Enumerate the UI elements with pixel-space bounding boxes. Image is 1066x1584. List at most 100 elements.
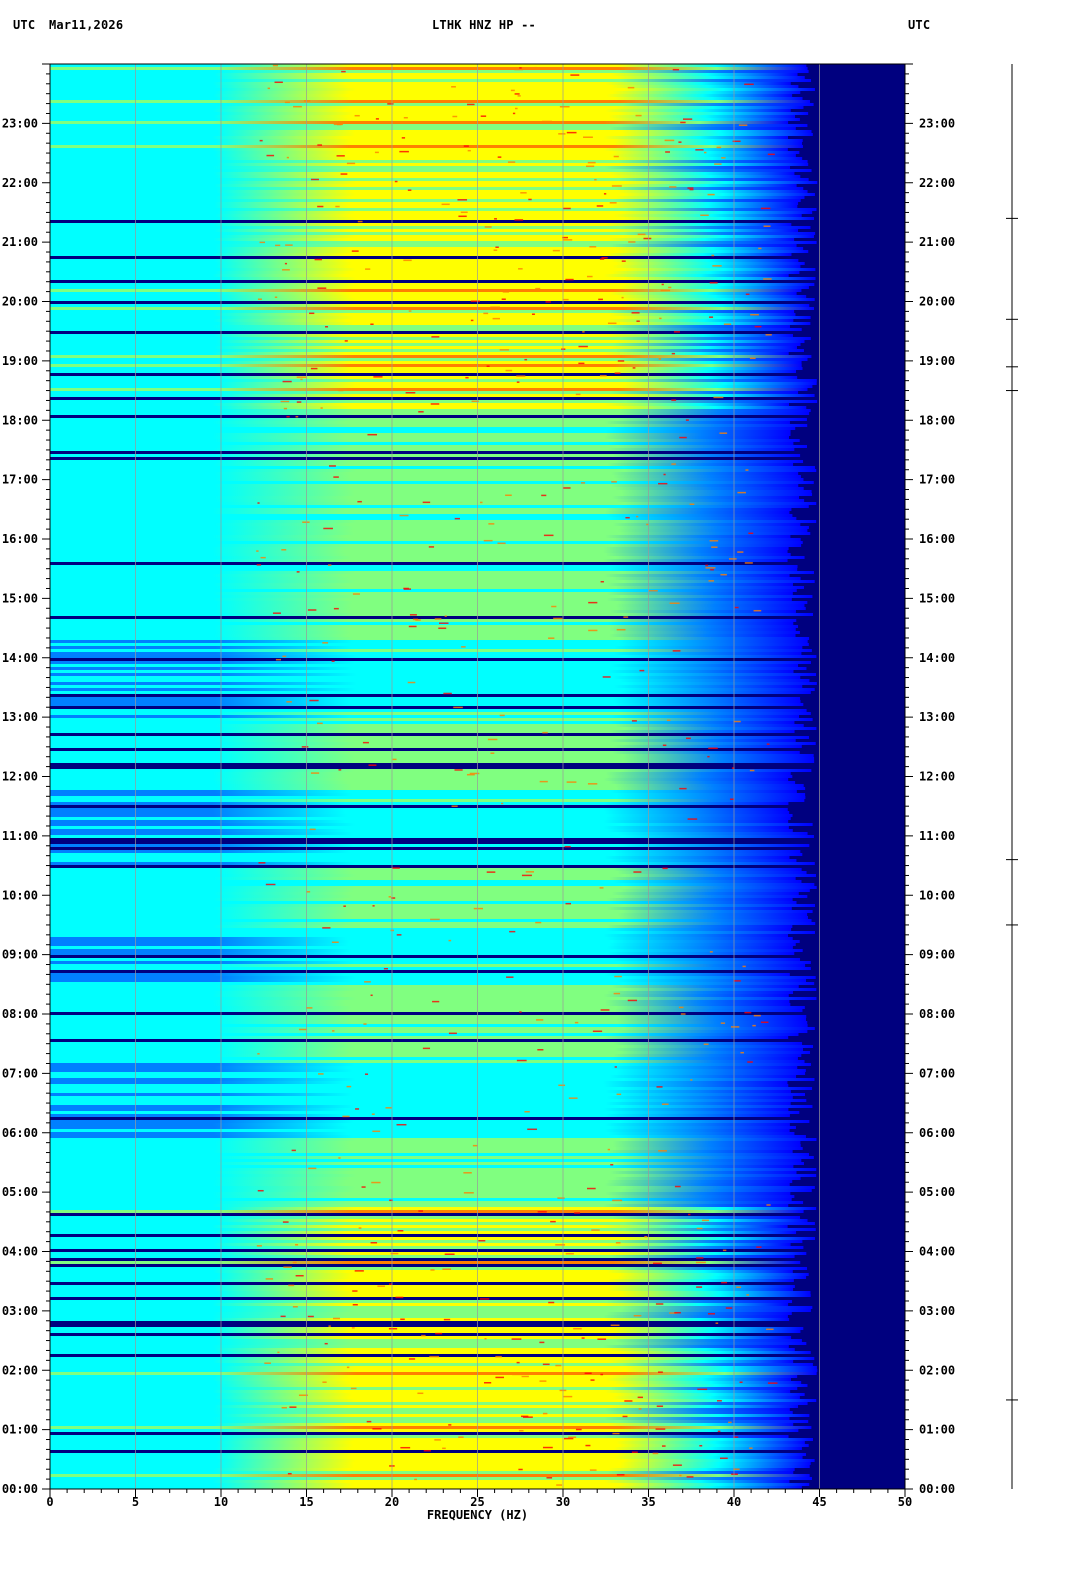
spectrogram-row (50, 406, 807, 409)
spectrogram-speckle (383, 967, 388, 970)
spectrogram-speckle (418, 411, 424, 413)
spectrogram-speckle (256, 564, 262, 566)
spectrogram-speckle (733, 720, 741, 723)
spectrogram-speckle (756, 1246, 762, 1248)
spectrogram-speckle (454, 517, 460, 520)
spectrogram-row (50, 661, 811, 664)
spectrogram-speckle (370, 323, 374, 325)
spectrogram-row (50, 409, 811, 412)
spectrogram-row (50, 94, 793, 97)
spectrogram-row (50, 1270, 793, 1273)
spectrogram-speckle (501, 802, 504, 805)
spectrogram-row (50, 655, 817, 658)
spectrogram-speckle (272, 612, 281, 614)
spectrogram-speckle (400, 1446, 411, 1449)
spectrogram-row (50, 469, 817, 472)
spectrogram-speckle (346, 1085, 352, 1088)
spectrogram-speckle (614, 372, 621, 374)
spectrogram-speckle (763, 225, 771, 227)
spectrogram-row (50, 1381, 802, 1384)
spectrogram-speckle (438, 627, 447, 630)
y-tick-label-right: 09:00 (919, 948, 955, 962)
spectrogram-row (50, 712, 811, 715)
spectrogram-row (50, 895, 808, 898)
spectrogram-row (50, 67, 808, 70)
spectrogram-speckle (558, 133, 566, 135)
spectrogram-speckle (709, 316, 714, 318)
spectrogram-speckle (470, 300, 480, 302)
spectrogram-row (50, 787, 806, 790)
spectrogram-row (50, 913, 808, 916)
spectrogram-speckle (661, 1103, 669, 1105)
spectrogram-row (50, 1009, 803, 1012)
spectrogram-speckle (524, 358, 528, 361)
spectrogram-row (50, 886, 817, 889)
spectrogram-speckle (466, 773, 475, 776)
spectrogram-row (50, 946, 793, 949)
spectrogram-speckle (733, 1468, 740, 1470)
spectrogram-speckle (708, 580, 715, 582)
spectrogram-row (50, 814, 793, 817)
spectrogram-speckle (370, 994, 373, 997)
spectrogram-speckle (633, 1314, 642, 1317)
spectrogram-row (50, 1420, 809, 1423)
spectrogram-speckle (275, 658, 281, 661)
spectrogram-row (50, 1447, 802, 1450)
spectrogram-row (50, 904, 816, 907)
spectrogram-row (50, 145, 803, 148)
spectrogram-speckle (352, 1290, 358, 1292)
spectrogram-speckle (280, 1315, 286, 1318)
spectrogram-speckle (387, 103, 394, 105)
spectrogram-speckle (628, 241, 636, 243)
spectrogram-speckle (346, 162, 356, 165)
spectrogram-row (50, 307, 815, 310)
spectrogram-speckle (486, 871, 496, 873)
spectrogram-speckle (531, 313, 535, 315)
y-tick-label-left: 22:00 (2, 176, 38, 190)
spectrogram-row (50, 292, 797, 295)
spectrogram-speckle (286, 415, 290, 418)
spectrogram-speckle (708, 747, 718, 750)
spectrogram-row (50, 1159, 802, 1162)
spectrogram-speckle (655, 1428, 666, 1430)
spectrogram-speckle (669, 186, 677, 188)
spectrogram-row (50, 1330, 801, 1333)
spectrogram-row (50, 679, 810, 682)
spectrogram-row (50, 1222, 815, 1225)
spectrogram-row (50, 631, 800, 634)
spectrogram-speckle (524, 1110, 530, 1113)
spectrogram-speckle (558, 1084, 566, 1087)
spectrogram-speckle (480, 501, 483, 504)
spectrogram-row (50, 1408, 790, 1411)
spectrogram-speckle (542, 1363, 550, 1366)
spectrogram-speckle (752, 1024, 756, 1027)
spectrogram-row (50, 64, 807, 67)
spectrogram-row (50, 1141, 801, 1144)
spectrogram-row (50, 622, 794, 625)
spectrogram-row (50, 1426, 812, 1429)
spectrogram-row (50, 604, 805, 607)
spectrogram-row (50, 751, 800, 754)
spectrogram-row (50, 181, 818, 184)
spectrogram-speckle (322, 927, 331, 929)
spectrogram-speckle (711, 254, 715, 257)
spectrogram-row (50, 193, 815, 196)
y-tick-label-left: 09:00 (2, 948, 38, 962)
spectrogram-speckle (483, 1382, 492, 1384)
spectrogram-speckle (631, 720, 637, 722)
spectrogram-speckle (564, 845, 571, 848)
spectrogram-speckle (767, 153, 775, 156)
spectrogram-row (50, 1210, 804, 1213)
spectrogram-speckle (364, 1073, 369, 1075)
spectrogram-speckle (587, 783, 598, 785)
spectrogram-row (50, 154, 796, 157)
spectrogram-speckle (565, 278, 574, 281)
spectrogram-speckle (351, 1327, 355, 1329)
spectrogram-speckle (329, 465, 336, 467)
spectrogram-row (50, 1156, 814, 1159)
spectrogram-row (50, 724, 804, 727)
spectrogram-row (50, 355, 812, 358)
spectrogram-row (50, 1090, 791, 1093)
spectrogram-row (50, 1198, 792, 1201)
spectrogram-row (50, 1039, 805, 1042)
